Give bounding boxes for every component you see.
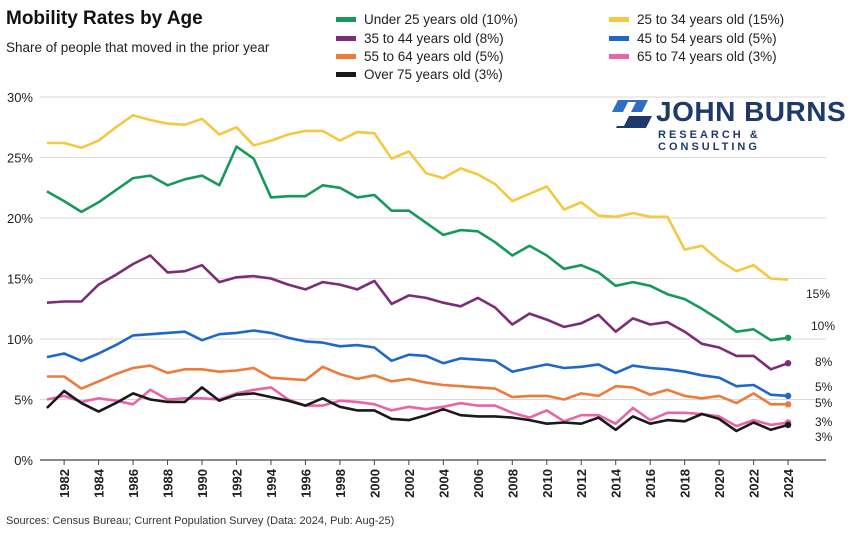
x-tick-label: 2008: [505, 469, 520, 498]
series-lines: [45, 113, 792, 433]
series-end-label: 8%: [815, 355, 833, 369]
legend-label: 25 to 34 years old (15%): [637, 12, 785, 27]
legend-label: Over 75 years old (3%): [364, 67, 503, 82]
legend-label: Under 25 years old (10%): [364, 12, 518, 27]
series-line: [46, 364, 789, 406]
series-end-label: 3%: [815, 415, 833, 429]
y-tick-label: 5%: [14, 393, 33, 408]
legend-swatch: [336, 54, 356, 59]
legend-swatch: [609, 17, 629, 22]
x-tick-label: 1988: [161, 469, 176, 498]
x-tick-label: 2018: [678, 469, 693, 498]
series-line: [46, 145, 789, 342]
y-tick-label: 15%: [7, 272, 33, 287]
legend-item-over-75: Over 75 years old (3%): [336, 67, 503, 82]
legend-label: 45 to 54 years old (5%): [637, 31, 777, 46]
series-end-label: 5%: [815, 396, 833, 410]
john-burns-logo: JOHN BURNS RESEARCH & CONSULTING: [610, 96, 860, 153]
source-note: Sources: Census Bureau; Current Populati…: [6, 515, 395, 527]
legend-swatch: [609, 54, 629, 59]
chart-subtitle: Share of people that moved in the prior …: [6, 40, 270, 55]
series-end-label: 15%: [806, 287, 830, 301]
y-tick-label: 30%: [7, 90, 33, 105]
legend-label: 65 to 74 years old (3%): [637, 49, 777, 64]
legend-item-65-74: 65 to 74 years old (3%): [609, 49, 777, 64]
series-end-point: [784, 421, 792, 429]
series-line: [46, 329, 789, 398]
x-tick-label: 2022: [747, 469, 762, 498]
logo-name: JOHN BURNS: [656, 96, 847, 127]
x-tick-label: 2016: [643, 469, 658, 498]
series-end-point: [784, 392, 792, 400]
end-labels: 10% 15% 8% 5% 5% 3%3%: [806, 287, 835, 444]
legend-item-55-64: 55 to 64 years old (5%): [336, 49, 504, 64]
series-line: [46, 386, 789, 428]
x-tick-label: 2000: [367, 469, 382, 498]
x-tick-label: 1990: [195, 469, 210, 498]
x-tick-label: 2010: [540, 469, 555, 498]
legend-label: 35 to 44 years old (8%): [364, 31, 504, 46]
y-axis-ticks: 0% 5% 10% 15% 20% 25% 30%: [7, 90, 33, 468]
series-end-point: [784, 334, 792, 341]
x-tick-label: 1982: [57, 469, 72, 498]
x-tick-label: 2014: [609, 468, 624, 498]
legend-label: 55 to 64 years old (5%): [364, 49, 504, 64]
logo-mark-icon: [612, 100, 652, 128]
x-tick-label: 1992: [230, 469, 245, 498]
x-tick-label: 2006: [471, 469, 486, 498]
series-line: [46, 113, 789, 281]
series-end-label: 3%: [815, 430, 833, 444]
legend-swatch: [336, 72, 356, 77]
series-end-label: 5%: [815, 380, 833, 394]
series-line: [46, 254, 789, 371]
x-tick-label: 2012: [574, 469, 589, 498]
legend-item-45-54: 45 to 54 years old (5%): [609, 31, 777, 46]
legend-item-under-25: Under 25 years old (10%): [336, 12, 518, 27]
x-tick-label: 1994: [264, 468, 279, 498]
y-tick-label: 25%: [7, 151, 33, 166]
series-end-label: 10%: [811, 319, 835, 333]
logo-subtitle: RESEARCH & CONSULTING: [658, 129, 761, 153]
x-tick-label: 1998: [333, 469, 348, 498]
legend-item-25-34: 25 to 34 years old (15%): [609, 12, 784, 27]
legend-swatch: [336, 17, 356, 22]
chart-title: Mobility Rates by Age: [6, 8, 203, 29]
legend-swatch: [336, 36, 356, 41]
legend-item-35-44: 35 to 44 years old (8%): [336, 31, 504, 46]
x-axis-ticks: 1982 1984 1986 1988 1990 1992 1994 1996 1998 2000…: [57, 460, 796, 498]
y-tick-label: 10%: [7, 332, 33, 347]
x-tick-label: 1986: [126, 469, 141, 498]
y-tick-label: 20%: [7, 211, 33, 226]
legend-swatch: [609, 36, 629, 41]
series-end-point: [784, 401, 792, 408]
gridlines: [40, 96, 826, 461]
x-tick-label: 2002: [402, 469, 417, 498]
series-end-point: [784, 360, 792, 367]
series-line: [45, 386, 789, 433]
x-tick-label: 2024: [781, 468, 796, 498]
y-tick-label: 0%: [14, 453, 33, 468]
x-tick-label: 1996: [298, 469, 313, 498]
x-tick-label: 2020: [712, 469, 727, 498]
x-tick-label: 2004: [436, 468, 451, 498]
x-tick-label: 1984: [92, 468, 107, 498]
